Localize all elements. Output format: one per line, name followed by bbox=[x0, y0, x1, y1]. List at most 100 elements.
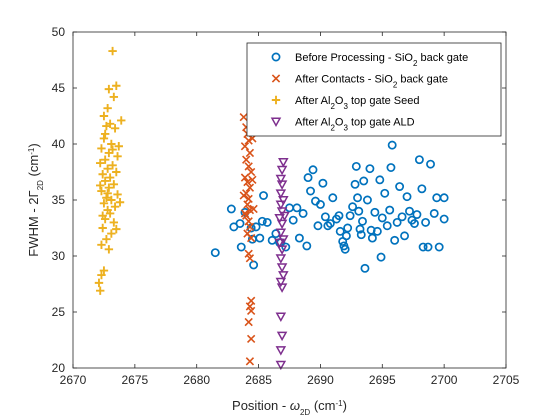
data-point bbox=[251, 222, 261, 232]
data-point bbox=[325, 219, 335, 228]
data-point bbox=[105, 173, 115, 182]
data-point bbox=[359, 176, 369, 186]
data-point bbox=[105, 209, 115, 218]
data-point bbox=[97, 186, 106, 196]
data-point bbox=[99, 111, 109, 121]
data-point bbox=[245, 357, 255, 366]
legend-label: Before Processing - SiO2 back gate bbox=[295, 52, 468, 68]
data-point bbox=[243, 177, 252, 187]
x-tick-label: 2700 bbox=[431, 373, 458, 387]
data-point bbox=[392, 217, 402, 227]
data-point bbox=[98, 223, 107, 233]
y-tick-label: 20 bbox=[52, 361, 66, 375]
data-point bbox=[245, 148, 255, 158]
x-tick-label: 2680 bbox=[183, 373, 210, 387]
data-point bbox=[246, 233, 256, 243]
data-point bbox=[367, 233, 377, 243]
data-point bbox=[245, 183, 255, 192]
legend-marker bbox=[271, 74, 281, 83]
data-point bbox=[434, 242, 444, 252]
data-point bbox=[113, 152, 122, 161]
data-point bbox=[244, 162, 253, 171]
data-point bbox=[340, 244, 350, 254]
legend-entry: After Al2O3 top gate Seed bbox=[271, 95, 420, 111]
data-point bbox=[275, 189, 287, 199]
x-tick-label: 2670 bbox=[60, 373, 87, 387]
data-point bbox=[244, 136, 253, 145]
data-point bbox=[257, 216, 267, 226]
data-point bbox=[108, 161, 117, 170]
legend: Before Processing - SiO2 back gate After … bbox=[246, 42, 502, 137]
data-point bbox=[335, 226, 345, 236]
data-point bbox=[236, 242, 246, 252]
legend-label: After Contacts - SiO2 back gate bbox=[295, 74, 448, 90]
data-point bbox=[292, 203, 302, 213]
data-point bbox=[109, 180, 119, 189]
data-point bbox=[240, 209, 250, 218]
data-point bbox=[412, 210, 422, 220]
data-point bbox=[385, 205, 395, 215]
data-point bbox=[99, 199, 109, 208]
data-point bbox=[275, 200, 287, 211]
data-point bbox=[98, 170, 107, 179]
x-tick-label: 2690 bbox=[307, 373, 334, 387]
x-axis-label: Position - ω2D (cm-1) bbox=[232, 398, 347, 417]
legend-entry: After Contacts - SiO2 back gate bbox=[271, 74, 448, 90]
data-points bbox=[94, 46, 449, 371]
data-point bbox=[103, 164, 112, 173]
data-point bbox=[274, 213, 285, 224]
series-4 bbox=[274, 157, 290, 371]
data-point bbox=[439, 214, 449, 224]
data-point bbox=[397, 212, 407, 222]
data-point bbox=[288, 215, 298, 225]
data-point bbox=[103, 103, 112, 113]
data-point bbox=[110, 202, 120, 211]
data-point bbox=[414, 155, 424, 165]
data-point bbox=[100, 176, 110, 186]
data-point bbox=[345, 211, 355, 221]
data-point bbox=[386, 163, 396, 172]
x-tick-label: 2685 bbox=[245, 373, 272, 387]
data-point bbox=[104, 84, 114, 94]
data-point bbox=[259, 191, 268, 200]
data-point bbox=[275, 277, 287, 288]
data-point bbox=[239, 191, 248, 200]
data-point bbox=[360, 263, 370, 273]
y-tick-label: 30 bbox=[52, 249, 66, 263]
data-point bbox=[274, 238, 285, 249]
data-point bbox=[365, 164, 375, 174]
data-point bbox=[377, 213, 387, 223]
data-point bbox=[102, 235, 111, 244]
data-point bbox=[355, 224, 365, 234]
data-point bbox=[410, 219, 419, 228]
data-point bbox=[417, 184, 427, 194]
data-point bbox=[99, 266, 109, 275]
data-point bbox=[235, 219, 245, 228]
data-point bbox=[372, 226, 382, 236]
y-tick-label: 40 bbox=[52, 137, 66, 151]
data-point bbox=[245, 222, 255, 232]
data-point bbox=[298, 208, 308, 218]
data-point bbox=[318, 178, 328, 188]
data-point bbox=[279, 211, 290, 222]
tick-marks bbox=[72, 31, 507, 369]
data-point bbox=[320, 212, 330, 222]
data-point bbox=[262, 217, 272, 227]
data-point bbox=[278, 271, 289, 281]
legend-entry: Before Processing - SiO2 back gate bbox=[271, 52, 468, 68]
data-point bbox=[107, 139, 116, 149]
data-point bbox=[276, 180, 288, 190]
data-point bbox=[387, 140, 397, 150]
data-point bbox=[362, 195, 372, 205]
data-point bbox=[350, 179, 360, 189]
data-point bbox=[97, 270, 106, 280]
data-point bbox=[115, 198, 125, 207]
y-tick-label: 45 bbox=[52, 81, 66, 95]
data-point bbox=[246, 306, 256, 316]
data-point bbox=[99, 134, 109, 143]
data-point bbox=[439, 193, 449, 203]
data-point bbox=[240, 173, 250, 182]
data-point bbox=[248, 175, 257, 185]
data-point bbox=[353, 193, 362, 203]
